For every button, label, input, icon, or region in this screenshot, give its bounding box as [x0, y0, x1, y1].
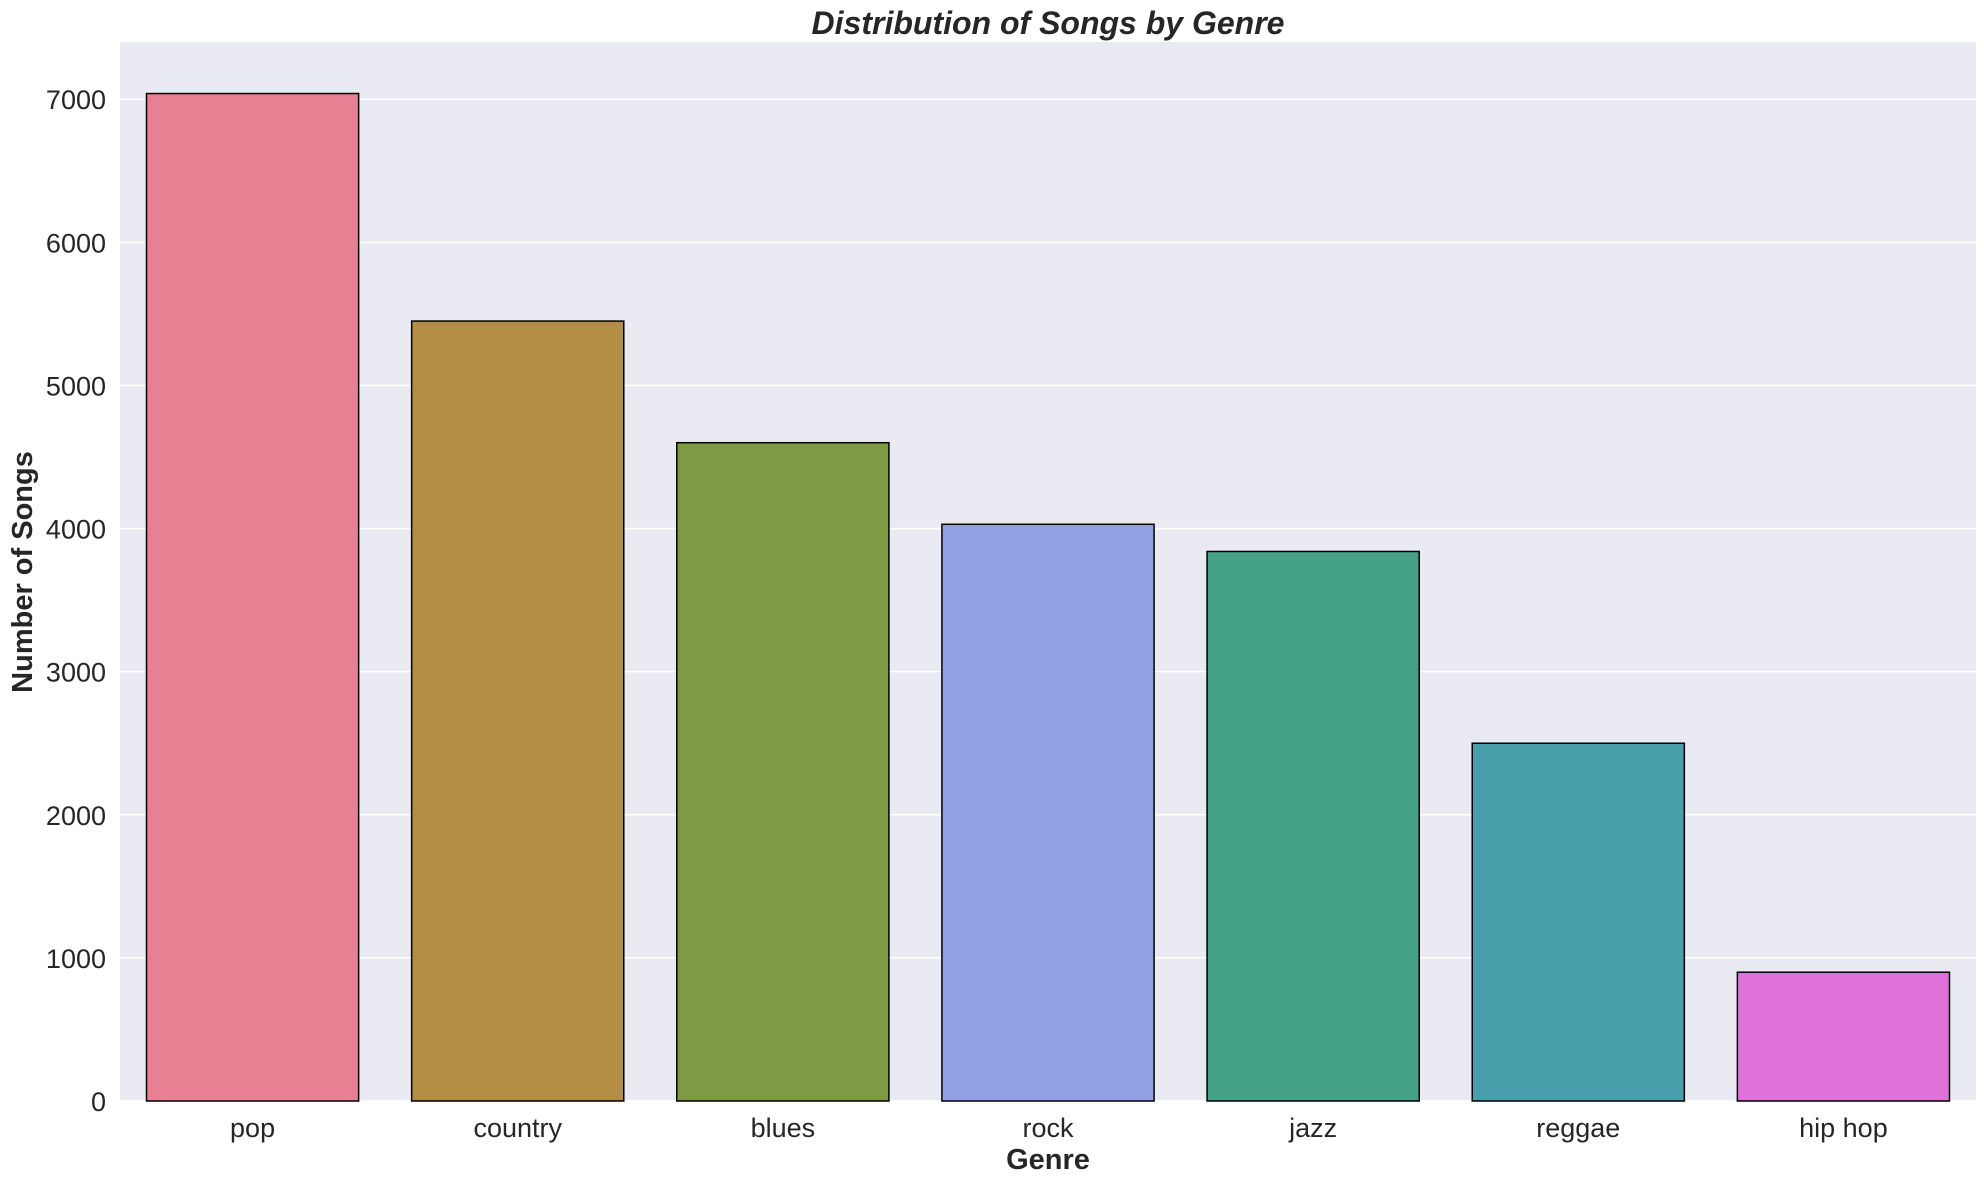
chart-title: Distribution of Songs by Genre: [812, 5, 1285, 41]
y-tick-label: 0: [91, 1087, 106, 1117]
y-axis-ticks: 0 1000 2000 3000 4000 5000 6000 7000: [46, 85, 106, 1117]
x-tick-label: jazz: [1288, 1113, 1337, 1143]
x-tick-label: pop: [230, 1113, 275, 1143]
x-tick-label: reggae: [1536, 1113, 1620, 1143]
y-tick-label: 1000: [46, 944, 106, 974]
bar-country: [410, 320, 625, 1102]
y-tick-label: 4000: [46, 515, 106, 545]
x-axis-label: Genre: [1006, 1144, 1090, 1176]
x-tick-label: hip hop: [1799, 1113, 1888, 1143]
y-axis-label: Number of Songs: [7, 451, 39, 693]
y-tick-label: 2000: [46, 801, 106, 831]
y-tick-label: 6000: [46, 228, 106, 258]
bar-jazz: [1206, 550, 1420, 1102]
bar-blues: [676, 441, 890, 1102]
bar-hip-hop: [1736, 971, 1951, 1102]
bar-reggae: [1471, 742, 1686, 1102]
x-tick-label: blues: [751, 1113, 816, 1143]
x-tick-label: rock: [1022, 1113, 1074, 1143]
y-tick-label: 7000: [46, 85, 106, 115]
bar-rock: [941, 523, 1155, 1102]
x-tick-label: country: [473, 1113, 562, 1143]
y-tick-label: 3000: [46, 658, 106, 688]
bars: [145, 92, 1951, 1102]
bar-pop: [145, 92, 360, 1102]
x-axis-ticks: pop country blues rock jazz reggae hip hop: [230, 1113, 1888, 1143]
y-tick-label: 5000: [46, 371, 106, 401]
